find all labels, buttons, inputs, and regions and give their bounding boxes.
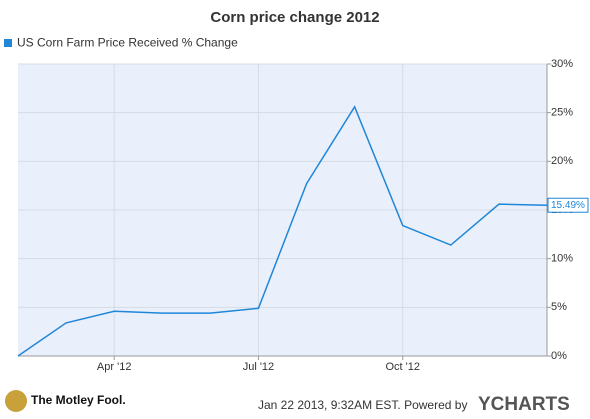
chart-title: Corn price change 2012 <box>210 9 379 26</box>
y-tick-label: 30% <box>551 58 573 70</box>
series-line <box>17 105 548 357</box>
x-tick-label: Jul '12 <box>243 361 274 373</box>
timestamp: Jan 22 2013, 9:32AM EST. Powered by <box>258 398 467 412</box>
y-tick-label: 10% <box>551 253 573 265</box>
x-tick-label: Apr '12 <box>97 361 132 373</box>
footer: The Motley Fool. Jan 22 2013, 9:32AM EST… <box>5 390 570 415</box>
x-tick-label: Oct '12 <box>385 361 420 373</box>
legend-label: US Corn Farm Price Received % Change <box>17 36 238 50</box>
y-tick-label: 25% <box>551 107 573 119</box>
y-tick-label: 20% <box>551 155 573 167</box>
logo-text: The Motley Fool. <box>31 393 126 407</box>
value-label-box <box>547 197 589 213</box>
legend-swatch <box>4 39 12 47</box>
y-tick-label: 5% <box>551 301 567 313</box>
logo-icon <box>5 390 27 412</box>
value-label: 15.49% <box>551 200 585 211</box>
brand: YCHARTS <box>478 394 570 415</box>
y-tick-label: 0% <box>551 350 567 362</box>
